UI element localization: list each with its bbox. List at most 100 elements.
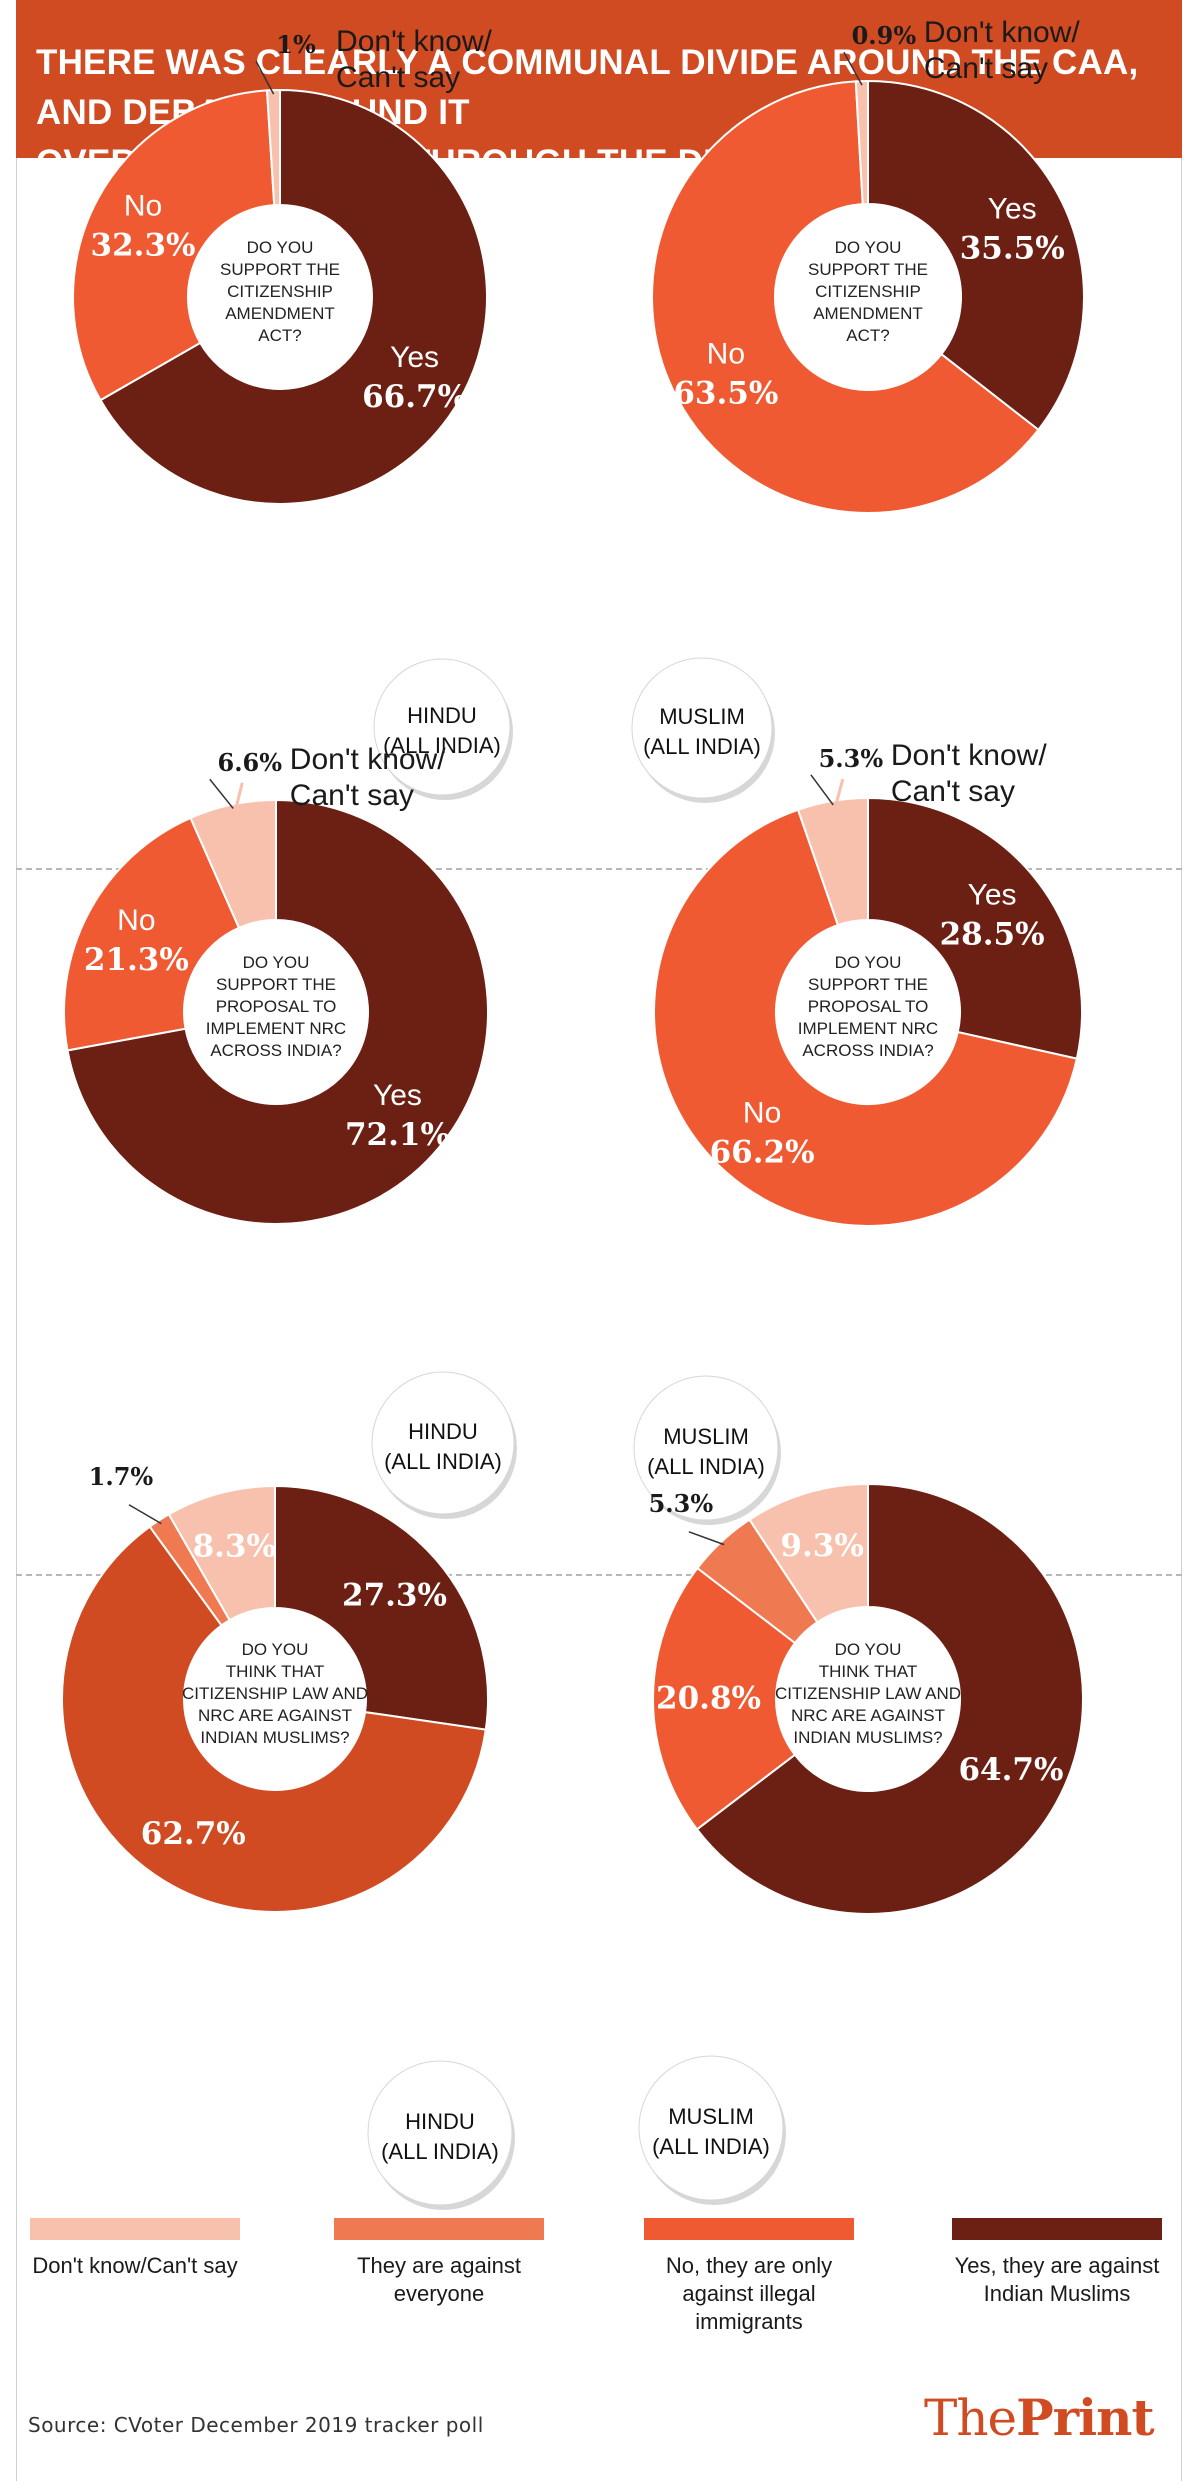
question-text: DO YOU — [835, 238, 902, 257]
question-text: THINK THAT — [819, 1662, 918, 1681]
segment-value-label: 62.7% — [141, 1816, 246, 1852]
donut-chart: Yes 66.7% No 32.3% 1% Don't know/Can't say DO … — [72, 25, 513, 800]
legend-item-no: No, they are only against illegal immigr… — [644, 2218, 854, 2336]
outside-value-label: 6.6% — [218, 748, 283, 777]
segment-word-label: No — [743, 1097, 781, 1130]
question-text: AMENDMENT — [813, 304, 923, 323]
segment-word-label: Yes — [373, 1079, 422, 1112]
segment-word-label: Yes — [390, 341, 439, 374]
slice-no — [652, 1566, 797, 1831]
segment-value-label: 66.2% — [710, 1135, 815, 1171]
group-bubble — [631, 657, 773, 799]
segment-word-label: No — [124, 189, 162, 222]
group-label: (ALL INDIA) — [652, 2134, 770, 2159]
segment-word-label: No — [117, 904, 155, 937]
segment-value-label: 21.3% — [84, 942, 189, 978]
slice-yes — [66, 798, 489, 1225]
leader-line — [832, 778, 845, 812]
question-text: DO YOU — [242, 1640, 309, 1659]
legend-item-yes: Yes, they are against Indian Muslims — [952, 2218, 1162, 2308]
group-bubble — [373, 658, 511, 796]
question-text: INDIAN MUSLIMS? — [793, 1728, 942, 1747]
leader-line — [810, 774, 834, 806]
question-text: NRC ARE AGAINST — [198, 1706, 352, 1725]
group-label: (ALL INDIA) — [381, 2139, 499, 2164]
question-text: ACT? — [846, 326, 889, 345]
group-label: MUSLIM — [659, 704, 745, 729]
question-text: SUPPORT THE — [220, 260, 340, 279]
donut-chart: Yes 72.1% No 21.3% 6.6% Don't know/Can't say D… — [63, 743, 517, 1519]
slice-yes — [274, 1484, 489, 1731]
question-text: CITIZENSHIP LAW AND — [775, 1684, 961, 1703]
question-text: CITIZENSHIP LAW AND — [182, 1684, 368, 1703]
outside-value-label: 1% — [276, 30, 316, 59]
segment-value-label: 64.7% — [958, 1752, 1063, 1788]
question-text: IMPLEMENT NRC — [798, 1019, 938, 1038]
legend-text: No, they are only against illegal immigr… — [665, 2253, 833, 2334]
legend-swatch — [952, 2218, 1162, 2240]
group-label: MUSLIM — [668, 2104, 754, 2129]
leader-line — [843, 51, 863, 86]
question-text: CITIZENSHIP — [227, 282, 333, 301]
group-bubble — [371, 1371, 515, 1515]
segment-value-label: 32.3% — [91, 227, 196, 263]
dont-know-label: Don't know/ — [891, 739, 1047, 772]
group-label: HINDU — [405, 2109, 475, 2134]
slice-no — [72, 89, 276, 402]
slice-yes — [695, 1482, 1084, 1915]
question-text: SUPPORT THE — [216, 975, 336, 994]
section-divider — [16, 868, 1182, 870]
question-text: SUPPORT THE — [808, 975, 928, 994]
group-label: (ALL INDIA) — [383, 733, 501, 758]
leader-line — [688, 1531, 725, 1546]
legend-item-against-everyone: They are against everyone — [334, 2218, 544, 2308]
segment-value-label: 66.7% — [362, 379, 467, 415]
legend-item-dont-know: Don't know/Can't say — [30, 2218, 240, 2280]
outside-value-label: 0.9% — [852, 21, 917, 50]
outside-value-label: 5.3% — [819, 744, 884, 773]
segment-value-label: 72.1% — [345, 1117, 450, 1153]
segment-value-label: 8.3% — [193, 1528, 276, 1564]
group-label: HINDU — [408, 1419, 478, 1444]
legend-text: Yes, they are against Indian Muslims — [954, 2253, 1160, 2306]
slice-yes — [867, 796, 1084, 1060]
donut-chart: 64.7% 20.8% 5.3% 9.3% DO YOU THINK THAT CITIZE… — [638, 1482, 1084, 2205]
dont-know-label: Don't know/ — [290, 743, 446, 776]
segment-value-label: 20.8% — [656, 1681, 761, 1717]
group-label: (ALL INDIA) — [384, 1449, 502, 1474]
group-bubble — [367, 2060, 513, 2206]
segment-value-label: 27.3% — [342, 1578, 447, 1614]
legend-swatch — [334, 2218, 544, 2240]
legend-swatch — [644, 2218, 854, 2240]
leader-line — [128, 1504, 162, 1525]
slice-dont-know — [167, 1484, 276, 1622]
question-text: AMENDMENT — [225, 304, 335, 323]
segment-value-label: 35.5% — [960, 231, 1065, 267]
segment-value-label: 28.5% — [940, 917, 1045, 953]
outside-value-label: 1.7% — [89, 1462, 154, 1491]
infographic-frame — [16, 0, 1182, 2481]
slice-no — [653, 808, 1079, 1227]
dont-know-label: Can't say — [891, 775, 1015, 808]
source-note: Source: CVoter December 2019 tracker pol… — [28, 2413, 484, 2437]
group-bubble — [633, 1375, 779, 1521]
question-text: CITIZENSHIP — [815, 282, 921, 301]
question-text: SUPPORT THE — [808, 260, 928, 279]
group-label: (ALL INDIA) — [647, 1454, 765, 1479]
dont-know-label: Can't say — [290, 779, 414, 812]
question-text: DO YOU — [835, 1640, 902, 1659]
leader-line — [209, 778, 234, 809]
question-text: PROPOSAL TO — [216, 997, 337, 1016]
logo-the: The — [924, 2389, 1017, 2447]
outside-value-label: 5.3% — [649, 1489, 714, 1518]
group-bubble — [638, 2055, 784, 2201]
question-text: ACROSS INDIA? — [802, 1041, 933, 1060]
legend-text: Don't know/Can't say — [32, 2253, 238, 2278]
question-text: DO YOU — [835, 953, 902, 972]
logo-print: Print — [1016, 2388, 1154, 2447]
question-text: IMPLEMENT NRC — [206, 1019, 346, 1038]
group-label: MUSLIM — [663, 1424, 749, 1449]
